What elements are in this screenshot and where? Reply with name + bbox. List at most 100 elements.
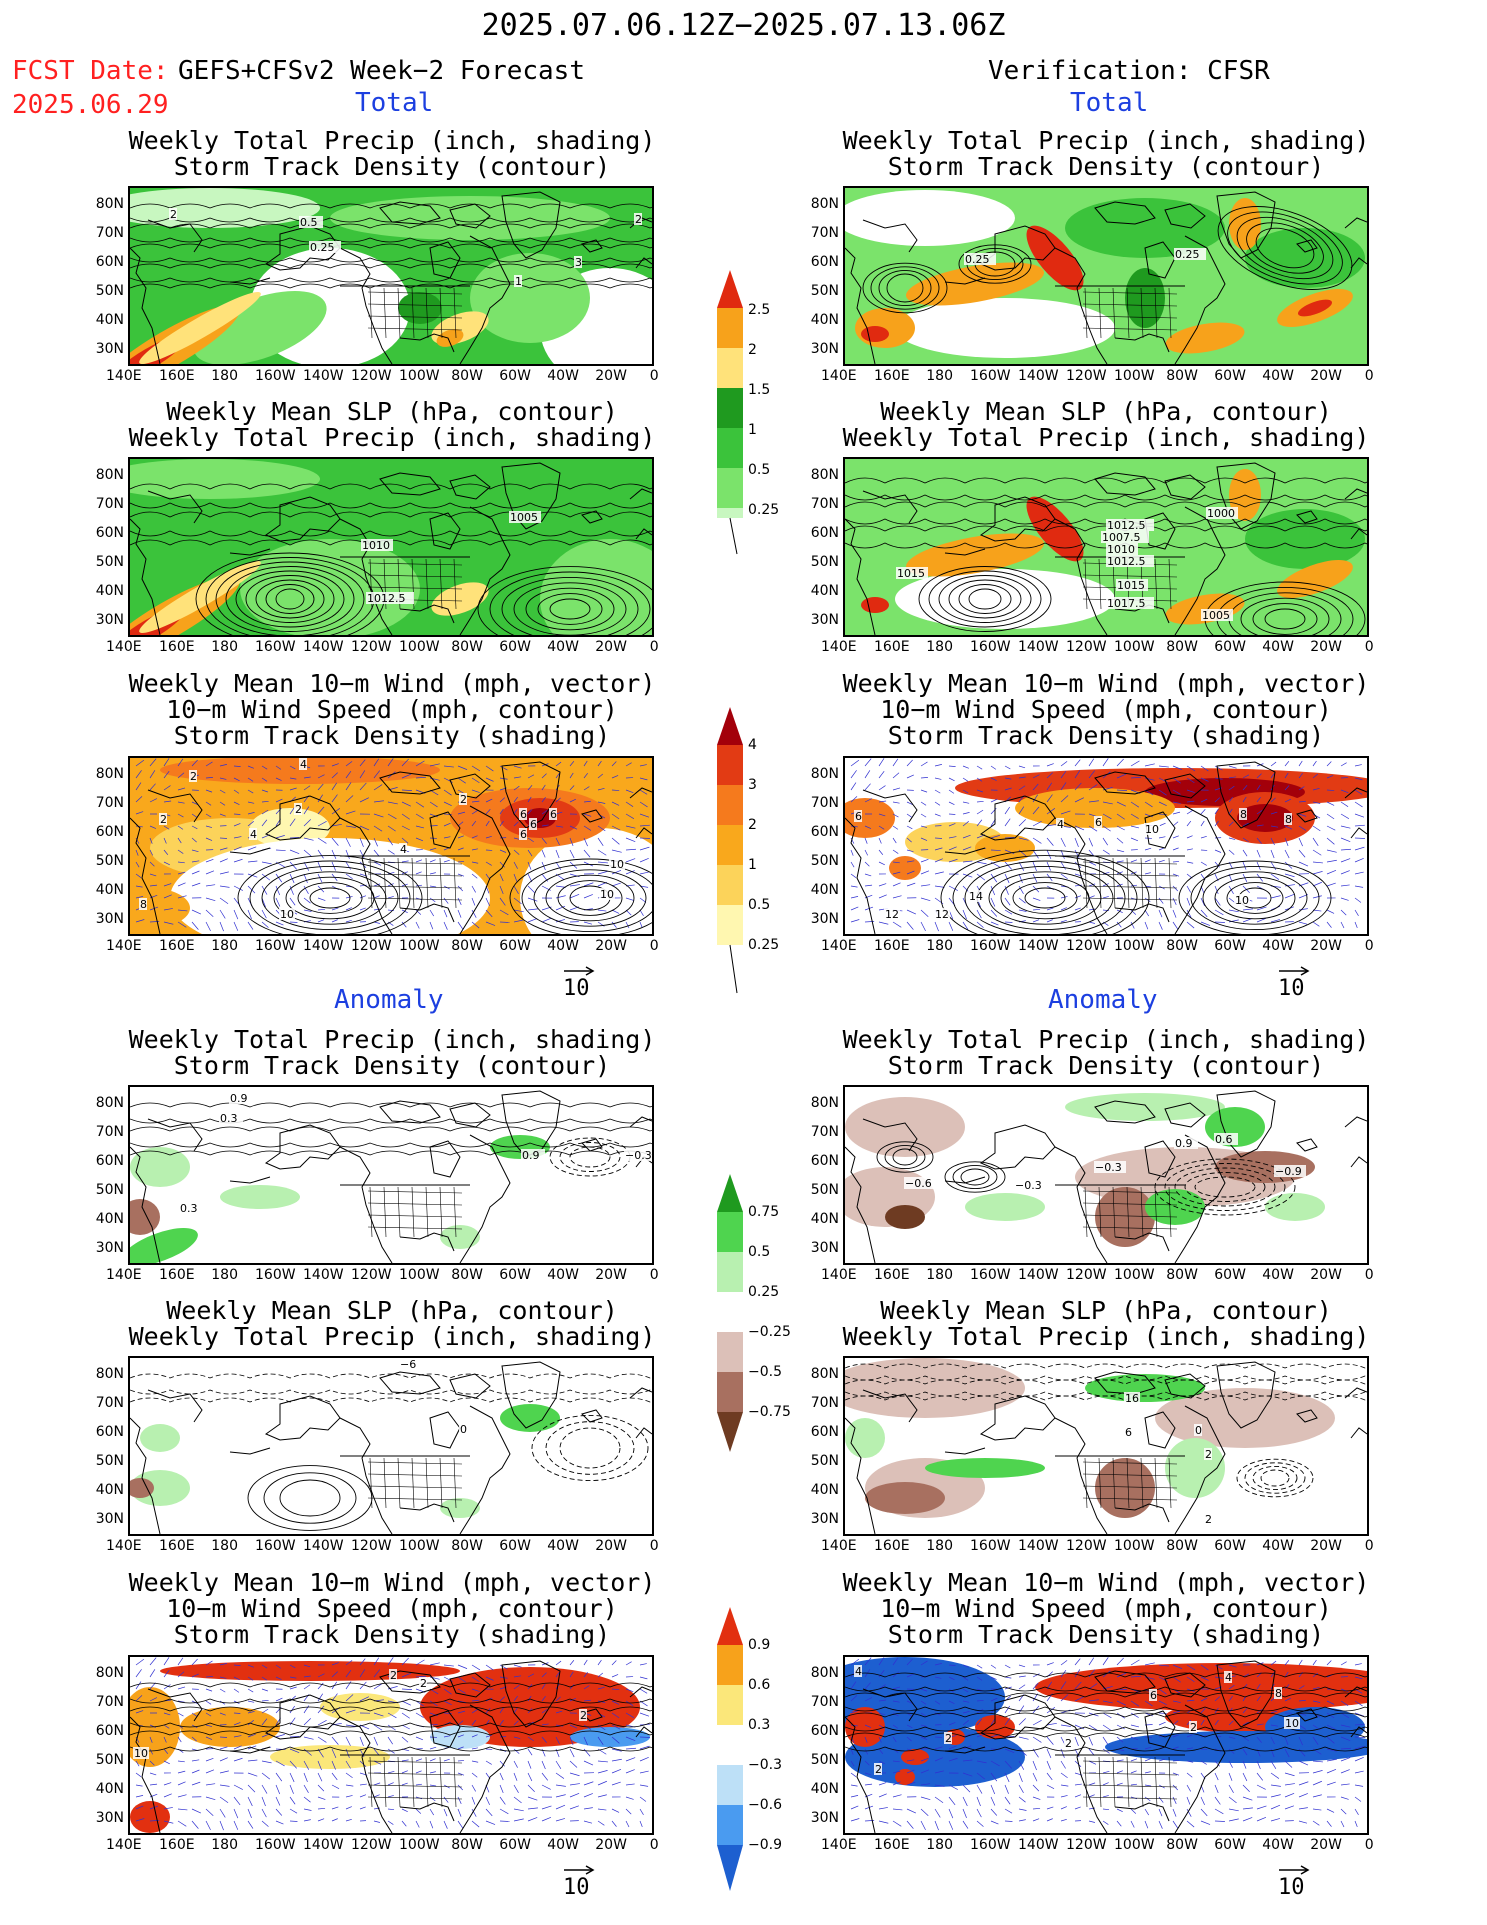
lon-label: 80W xyxy=(451,1837,483,1853)
cbar-total-precip-0: 2.5 xyxy=(748,302,771,318)
lat-label: 40N xyxy=(810,1211,839,1227)
cbar-total-storm-4: 0.5 xyxy=(748,897,771,913)
lon-label: 60W xyxy=(1214,368,1246,384)
shade-region xyxy=(845,1097,965,1157)
lat-label: 80N xyxy=(95,196,124,212)
lon-label: 120W xyxy=(1066,1538,1107,1554)
lat-label: 60N xyxy=(810,254,839,270)
lon-label: 100W xyxy=(1114,1837,1155,1853)
shade-region xyxy=(1277,560,1353,598)
lon-label: 60W xyxy=(499,1538,531,1554)
shade-region xyxy=(1065,198,1225,258)
title-p3R: Weekly Mean 10−m Wind (mph, vector) 10−m … xyxy=(842,669,1370,750)
shade-region xyxy=(905,262,1045,306)
contour-label: 14 xyxy=(969,890,983,903)
lon-label: 100W xyxy=(399,368,440,384)
lat-label: 80N xyxy=(95,766,124,782)
lat-label: 80N xyxy=(810,1665,839,1681)
lat-label: 50N xyxy=(810,1182,839,1198)
lon-label: 160W xyxy=(255,639,296,655)
lon-label: 120W xyxy=(1066,368,1107,384)
lat-label: 50N xyxy=(810,283,839,299)
lat-label: 40N xyxy=(810,1781,839,1797)
lat-label: 60N xyxy=(95,254,124,270)
lon-label: 140E xyxy=(106,639,142,655)
shade-region xyxy=(845,1358,1025,1418)
lat-label: 30N xyxy=(810,1810,839,1826)
contour-label: −0.6 xyxy=(905,1177,932,1190)
lat-label: 70N xyxy=(810,225,839,241)
lon-label: 140W xyxy=(1018,1538,1059,1554)
map-canvas: 1005 1010 1012.5 xyxy=(130,459,652,635)
lon-label: 0 xyxy=(649,1267,659,1283)
cbar-anom-precip-2: 0.25 xyxy=(748,1284,780,1300)
lon-label: 120W xyxy=(351,368,392,384)
map-panel-anom-slp-verif: 16 6 0 2 2 xyxy=(843,1356,1369,1536)
contour-label: −0.3 xyxy=(1095,1161,1122,1174)
lon-label: 160E xyxy=(874,1837,910,1853)
lon-label: 140E xyxy=(821,938,857,954)
vector-ref-label-1: 10 xyxy=(563,976,590,1001)
contour-label: 8 xyxy=(1285,813,1292,826)
cbar-anom-precip-0: 0.75 xyxy=(748,1204,780,1220)
lat-label: 30N xyxy=(810,1240,839,1256)
contour-label: 2 xyxy=(1205,1448,1212,1461)
lon-label: 40W xyxy=(547,368,579,384)
lon-label: 160E xyxy=(874,938,910,954)
lon-label: 100W xyxy=(399,1538,440,1554)
lon-label: 60W xyxy=(1214,1538,1246,1554)
contour-label: 2 xyxy=(295,803,302,816)
map-panel-anom-precip-forecast: 0.9 0.3 0.9 −0.3 0.3 xyxy=(128,1085,654,1265)
lat-label: 70N xyxy=(95,1124,124,1140)
lon-label: 160E xyxy=(159,1837,195,1853)
section-anomaly-left: Anomaly xyxy=(334,985,444,1015)
lat-label: 60N xyxy=(810,1424,839,1440)
lon-label: 40W xyxy=(1262,1538,1294,1554)
lon-label: 140E xyxy=(106,1267,142,1283)
lon-label: 60W xyxy=(499,938,531,954)
lat-label: 50N xyxy=(95,1453,124,1469)
contour-label: 2 xyxy=(1065,1737,1072,1750)
contour-label: 6 xyxy=(1095,816,1102,829)
lat-label: 70N xyxy=(95,1694,124,1710)
lon-label: 140W xyxy=(303,1538,344,1554)
fcst-model: GEFS+CFSv2 Week−2 Forecast xyxy=(178,56,585,86)
lon-label: 20W xyxy=(1310,1538,1342,1554)
cbar-total-storm-5: 0.25 xyxy=(748,937,780,953)
lon-label: 0 xyxy=(1364,1837,1374,1853)
lon-label: 100W xyxy=(1114,938,1155,954)
lon-label: 20W xyxy=(595,938,627,954)
contour-label: 2 xyxy=(945,1732,952,1745)
contour-label: 0.3 xyxy=(180,1202,198,1215)
lon-label: 120W xyxy=(351,938,392,954)
contour-label: 0.25 xyxy=(1175,248,1200,261)
shade-region xyxy=(139,291,261,364)
lon-label: 60W xyxy=(1214,938,1246,954)
contour-lines xyxy=(940,849,1150,934)
colorbar-total-precip xyxy=(717,270,743,555)
colorbar-total-storm xyxy=(717,707,743,994)
lon-label: 140E xyxy=(821,1267,857,1283)
section-total-right: Total xyxy=(1070,88,1149,118)
lon-label: 0 xyxy=(649,938,659,954)
lon-label: 80W xyxy=(1166,368,1198,384)
shade-region xyxy=(250,808,330,848)
lat-label: 60N xyxy=(95,525,124,541)
contour-lines xyxy=(130,1682,652,1752)
lat-label: 30N xyxy=(95,911,124,927)
lon-label: 100W xyxy=(399,1267,440,1283)
lon-label: 140W xyxy=(1018,368,1059,384)
lon-label: 40W xyxy=(547,938,579,954)
shade-region xyxy=(160,1661,460,1681)
coastlines xyxy=(845,761,1367,934)
lon-label: 0 xyxy=(1364,1267,1374,1283)
lon-label: 180 xyxy=(211,639,238,655)
lon-label: 0 xyxy=(1364,1538,1374,1554)
vector-ref-arrow-1 xyxy=(564,966,595,976)
lon-label: 160W xyxy=(970,938,1011,954)
contour-label: 12 xyxy=(885,908,899,921)
cbar-total-precip-5: 0.25 xyxy=(748,502,780,518)
lat-label: 60N xyxy=(95,1424,124,1440)
lon-label: 160E xyxy=(159,639,195,655)
lat-label: 70N xyxy=(95,795,124,811)
